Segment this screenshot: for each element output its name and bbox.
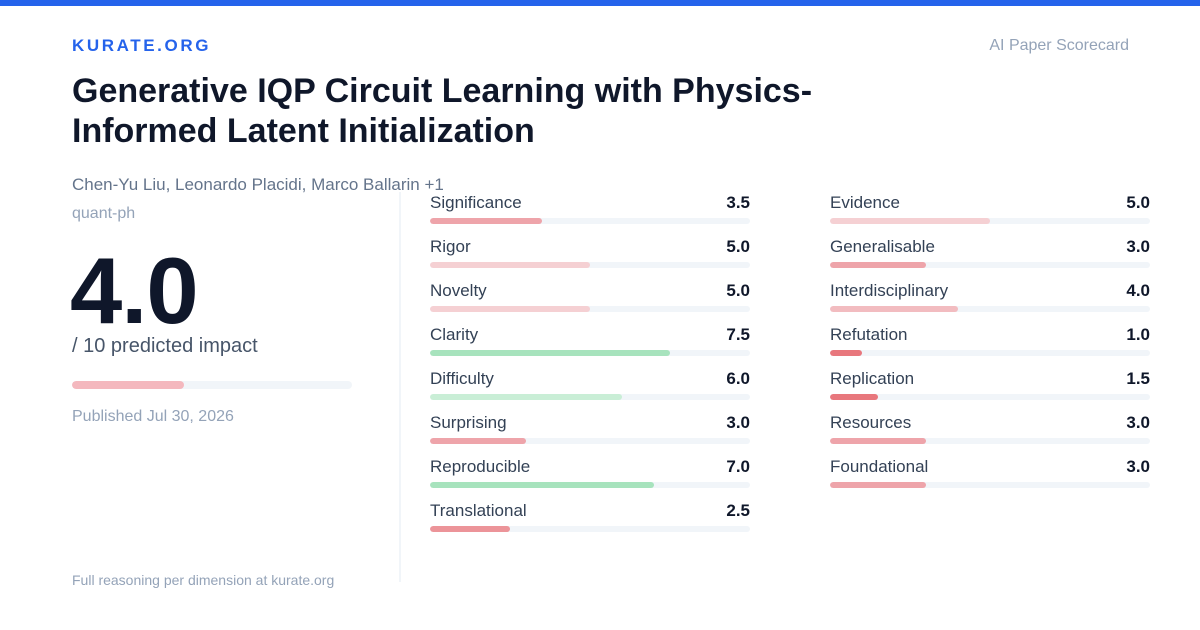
dimension-label: Surprising — [430, 413, 507, 432]
dimension-bar — [830, 482, 1150, 488]
impact-score-bar-fill — [72, 381, 184, 389]
dimension-bar — [830, 394, 1150, 400]
dimension-score: 6.0 — [726, 369, 750, 388]
dimension-score: 7.0 — [726, 457, 750, 476]
dimension-score: 5.0 — [726, 237, 750, 256]
dimension-row-resources: Resources 3.0 — [830, 413, 1150, 457]
dimension-row-foundational: Foundational 3.0 — [830, 457, 1150, 501]
dimension-bar — [830, 438, 1150, 444]
dimension-bar-fill — [830, 394, 878, 400]
dimension-bar — [430, 350, 750, 356]
dimension-score: 5.0 — [1126, 193, 1150, 212]
dimension-label: Translational — [430, 501, 527, 520]
dimension-row-refutation: Refutation 1.0 — [830, 325, 1150, 369]
impact-score-suffix: / 10 predicted impact — [72, 335, 258, 357]
impact-score-bar — [72, 381, 352, 389]
dimension-bar — [830, 350, 1150, 356]
dimension-label: Foundational — [830, 457, 929, 476]
dimension-row-novelty: Novelty 5.0 — [430, 281, 750, 325]
paper-title: Generative IQP Circuit Learning with Phy… — [72, 72, 813, 150]
dimension-bar — [430, 438, 750, 444]
dimension-bar-fill — [430, 394, 622, 400]
published-date: Published Jul 30, 2026 — [72, 408, 234, 425]
dimension-label: Resources — [830, 413, 912, 432]
dimension-list-right: Evidence 5.0 Generalisable 3.0 Interdiscipli… — [830, 193, 1150, 501]
dimension-label: Replication — [830, 369, 915, 388]
dimension-bar-fill — [430, 262, 590, 268]
dimension-score: 3.0 — [1126, 457, 1150, 476]
dimension-score: 3.5 — [726, 193, 750, 212]
dimension-bar-fill — [430, 526, 510, 532]
dimension-bar — [430, 526, 750, 532]
dimension-row-surprising: Surprising 3.0 — [430, 413, 750, 457]
dimension-bar-fill — [430, 218, 542, 224]
dimension-score: 7.5 — [726, 325, 750, 344]
dimension-row-significance: Significance 3.5 — [430, 193, 750, 237]
dimension-label: Rigor — [430, 237, 471, 256]
dimension-list-left: Significance 3.5 Rigor 5.0 Novelty 5.0 Clarity… — [430, 193, 750, 545]
dimension-row-translational: Translational 2.5 — [430, 501, 750, 545]
dimension-bar — [830, 262, 1150, 268]
dimension-score: 1.0 — [1126, 325, 1150, 344]
dimension-bar-fill — [830, 218, 990, 224]
footer-note: Full reasoning per dimension at kurate.o… — [72, 572, 335, 588]
dimension-label: Reproducible — [430, 457, 531, 476]
dimension-bar-fill — [830, 438, 926, 444]
dimension-bar-fill — [830, 350, 862, 356]
dimension-label: Clarity — [430, 325, 479, 344]
dimension-label: Interdisciplinary — [830, 281, 949, 300]
dimension-score: 3.0 — [1126, 237, 1150, 256]
impact-score: 4.0 — [70, 238, 199, 343]
dimension-row-replication: Replication 1.5 — [830, 369, 1150, 413]
dimension-score: 3.0 — [1126, 413, 1150, 432]
dimension-label: Evidence — [830, 193, 900, 212]
dimension-score: 2.5 — [726, 501, 750, 520]
dimension-bar — [430, 306, 750, 312]
dimension-label: Novelty — [430, 281, 487, 300]
dimension-bar-fill — [830, 306, 958, 312]
dimension-score: 3.0 — [726, 413, 750, 432]
dimension-score: 5.0 — [726, 281, 750, 300]
paper-authors: Chen-Yu Liu, Leonardo Placidi, Marco Bal… — [72, 175, 444, 194]
dimension-row-interdisciplinary: Interdisciplinary 4.0 — [830, 281, 1150, 325]
brand-logo[interactable]: KURATE.ORG — [72, 36, 212, 55]
dimension-bar-fill — [430, 438, 526, 444]
dimension-label: Generalisable — [830, 237, 935, 256]
dimension-bar — [430, 394, 750, 400]
dimension-row-evidence: Evidence 5.0 — [830, 193, 1150, 237]
dimension-bar-fill — [430, 482, 654, 488]
dimension-bar — [430, 482, 750, 488]
dimension-bar-fill — [830, 482, 926, 488]
column-divider — [399, 192, 401, 582]
dimension-row-difficulty: Difficulty 6.0 — [430, 369, 750, 413]
dimension-row-generalisable: Generalisable 3.0 — [830, 237, 1150, 281]
paper-category: quant-ph — [72, 205, 136, 222]
dimension-row-reproducible: Reproducible 7.0 — [430, 457, 750, 501]
dimension-row-clarity: Clarity 7.5 — [430, 325, 750, 369]
page-tagline: AI Paper Scorecard — [989, 37, 1129, 54]
dimension-label: Refutation — [830, 325, 908, 344]
dimension-bar — [830, 218, 1150, 224]
dimension-bar-fill — [830, 262, 926, 268]
dimension-label: Significance — [430, 193, 522, 212]
dimension-label: Difficulty — [430, 369, 494, 388]
top-accent-bar — [0, 0, 1200, 6]
dimension-bar — [830, 306, 1150, 312]
dimension-bar — [430, 262, 750, 268]
dimension-row-rigor: Rigor 5.0 — [430, 237, 750, 281]
dimension-bar-fill — [430, 306, 590, 312]
dimension-bar — [430, 218, 750, 224]
dimension-bar-fill — [430, 350, 670, 356]
dimension-score: 4.0 — [1126, 281, 1150, 300]
dimension-score: 1.5 — [1126, 369, 1150, 388]
